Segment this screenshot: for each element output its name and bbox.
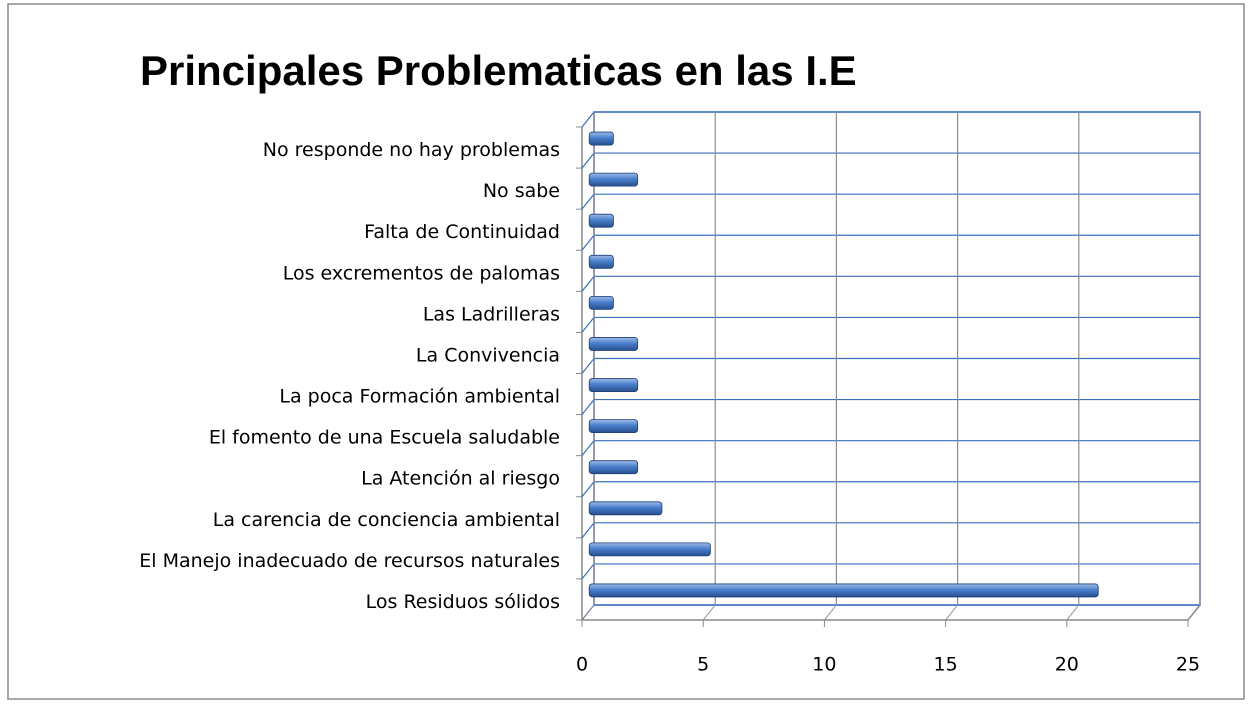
bar bbox=[588, 583, 1099, 598]
floor-line bbox=[945, 604, 958, 621]
chart-title: Principales Problematicas en las I.E bbox=[140, 47, 857, 94]
side-line bbox=[581, 234, 595, 251]
y-tick-label: La Convivencia bbox=[416, 344, 560, 366]
chart-frame bbox=[7, 3, 1245, 700]
y-tick-label: La carencia de conciencia ambiental bbox=[213, 509, 560, 531]
x-tick-label: 20 bbox=[1055, 654, 1079, 676]
bar bbox=[588, 213, 614, 228]
bar bbox=[588, 378, 639, 392]
side-line bbox=[581, 399, 595, 415]
y-tick-label: No responde no hay problemas bbox=[263, 139, 560, 161]
bar bbox=[588, 460, 639, 475]
x-tick-label: 10 bbox=[812, 654, 836, 676]
side-line bbox=[581, 358, 595, 374]
y-tick-label: La Atención al riesgo bbox=[361, 468, 560, 490]
floor-line bbox=[1066, 604, 1080, 621]
y-tick-label: Los Residuos sólidos bbox=[366, 591, 560, 613]
x-tick-label: 15 bbox=[934, 654, 958, 676]
y-tick-label: Las Ladrilleras bbox=[423, 303, 560, 325]
y-tick-label: La poca Formación ambiental bbox=[279, 386, 560, 408]
side-line bbox=[581, 193, 595, 210]
x-tick-label: 25 bbox=[1176, 654, 1200, 676]
side-line bbox=[581, 481, 595, 498]
side-line bbox=[581, 563, 595, 580]
floor-line bbox=[824, 604, 837, 621]
bar bbox=[588, 542, 711, 557]
y-tick-label: Los excrementos de palomas bbox=[283, 262, 560, 284]
bar bbox=[588, 254, 614, 269]
floor-line bbox=[702, 604, 716, 621]
y-tick-label: Falta de Continuidad bbox=[364, 221, 560, 243]
bar bbox=[588, 337, 639, 351]
side-line bbox=[581, 317, 595, 333]
bar bbox=[588, 131, 614, 146]
bar bbox=[588, 419, 639, 434]
floor-line bbox=[1187, 604, 1201, 621]
side-line bbox=[581, 152, 595, 169]
y-tick-label: No sabe bbox=[483, 180, 560, 202]
floor-line bbox=[581, 604, 595, 621]
side-line bbox=[581, 275, 595, 292]
y-tick-label: El Manejo inadecuado de recursos natural… bbox=[139, 550, 560, 572]
side-line bbox=[581, 440, 595, 457]
bar bbox=[588, 295, 614, 310]
bar bbox=[588, 501, 663, 516]
side-line bbox=[581, 522, 595, 539]
side-line bbox=[581, 111, 595, 128]
x-tick-label: 5 bbox=[697, 654, 709, 676]
bar bbox=[588, 172, 639, 187]
x-tick-label: 0 bbox=[576, 654, 588, 676]
y-tick-label: El fomento de una Escuela saludable bbox=[209, 427, 560, 449]
